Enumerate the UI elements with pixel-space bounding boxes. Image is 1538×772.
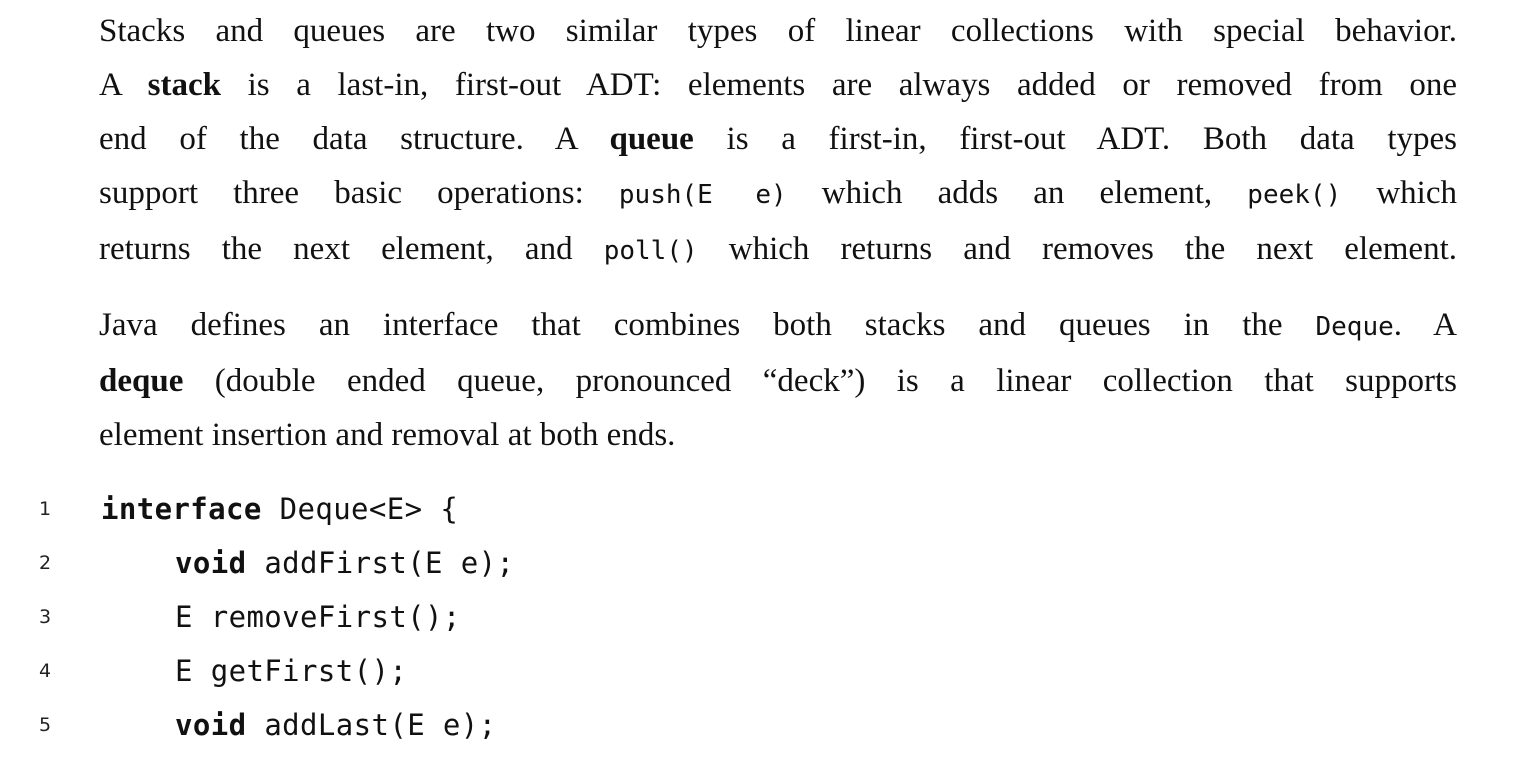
code-text: void addFirst(E e);	[175, 546, 514, 580]
inline-code-poll: poll()	[603, 236, 698, 266]
code-text: E removeFirst();	[175, 600, 461, 634]
code-rest: addFirst(E e);	[246, 546, 515, 580]
text-line: Java defines an interface that combines …	[99, 298, 1457, 354]
code-line: 3 E removeFirst();	[0, 592, 1538, 646]
code-rest: Deque<E> {	[261, 492, 459, 526]
code-line: 4 E getFirst();	[0, 646, 1538, 700]
text-run: support three basic operations:	[99, 175, 619, 211]
code-rest: addLast(E e);	[246, 708, 497, 742]
line-number: 2	[38, 552, 52, 574]
text-line: end of the data structure. A queue is a …	[99, 112, 1457, 166]
text-run: Java defines an interface that combines …	[99, 307, 1316, 343]
code-text: E getFirst();	[175, 654, 407, 688]
text-run: Stacks and queues are two similar types …	[99, 13, 1457, 49]
code-rest: E getFirst();	[175, 654, 408, 688]
text-line: A stack is a last-in, first-out ADT: ele…	[99, 58, 1457, 112]
term-deque: deque	[99, 363, 184, 399]
line-number: 3	[38, 606, 52, 628]
paragraph-deque: Java defines an interface that combines …	[99, 298, 1457, 462]
line-number: 5	[38, 714, 52, 736]
line-number: 4	[38, 660, 52, 682]
code-keyword: void	[175, 708, 247, 742]
text-line: deque (double ended queue, pronounced “d…	[99, 354, 1457, 408]
text-run: is a last-in, first-out ADT: elements ar…	[220, 67, 1458, 103]
code-text: void addLast(E e);	[175, 708, 497, 742]
inline-code-push: push(E e)	[618, 180, 787, 210]
inline-code-deque: Deque	[1315, 312, 1394, 342]
text-line: element insertion and removal at both en…	[99, 408, 1457, 462]
code-rest: E removeFirst();	[175, 600, 461, 634]
text-line: returns the next element, and poll() whi…	[99, 222, 1457, 278]
text-run: which adds an element,	[786, 175, 1248, 211]
term-stack: stack	[147, 67, 221, 103]
text-run: A	[99, 67, 148, 103]
text-run: is a first-in, first-out ADT. Both data …	[693, 121, 1458, 157]
code-keyword: interface	[101, 492, 262, 526]
text-run: end of the data structure. A	[99, 121, 610, 157]
text-run: (double ended queue, pronounced “deck”) …	[183, 363, 1457, 399]
inline-code-peek: peek()	[1247, 180, 1342, 210]
text-line: support three basic operations: push(E e…	[99, 166, 1457, 222]
code-line: 5 void addLast(E e);	[0, 700, 1538, 754]
text-run: which	[1341, 175, 1457, 211]
code-keyword: void	[175, 546, 247, 580]
text-line: Stacks and queues are two similar types …	[99, 4, 1457, 58]
line-number: 1	[38, 498, 52, 520]
text-run: which returns and removes the next eleme…	[697, 231, 1457, 267]
code-line: 2 void addFirst(E e);	[0, 538, 1538, 592]
code-text: interface Deque<E> {	[101, 492, 458, 526]
text-run: element insertion and removal at both en…	[99, 417, 676, 453]
text-run: returns the next element, and	[99, 231, 604, 267]
term-queue: queue	[609, 121, 694, 157]
text-run: . A	[1393, 307, 1457, 343]
code-line: 1 interface Deque<E> {	[0, 484, 1538, 538]
paragraph-stacks-queues: Stacks and queues are two similar types …	[99, 4, 1457, 278]
code-listing: 1 interface Deque<E> { 2 void addFirst(E…	[0, 484, 1538, 754]
